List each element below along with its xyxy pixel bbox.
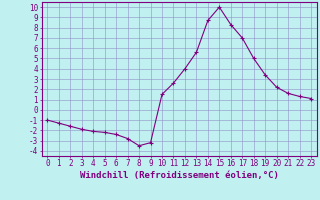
X-axis label: Windchill (Refroidissement éolien,°C): Windchill (Refroidissement éolien,°C) [80,171,279,180]
